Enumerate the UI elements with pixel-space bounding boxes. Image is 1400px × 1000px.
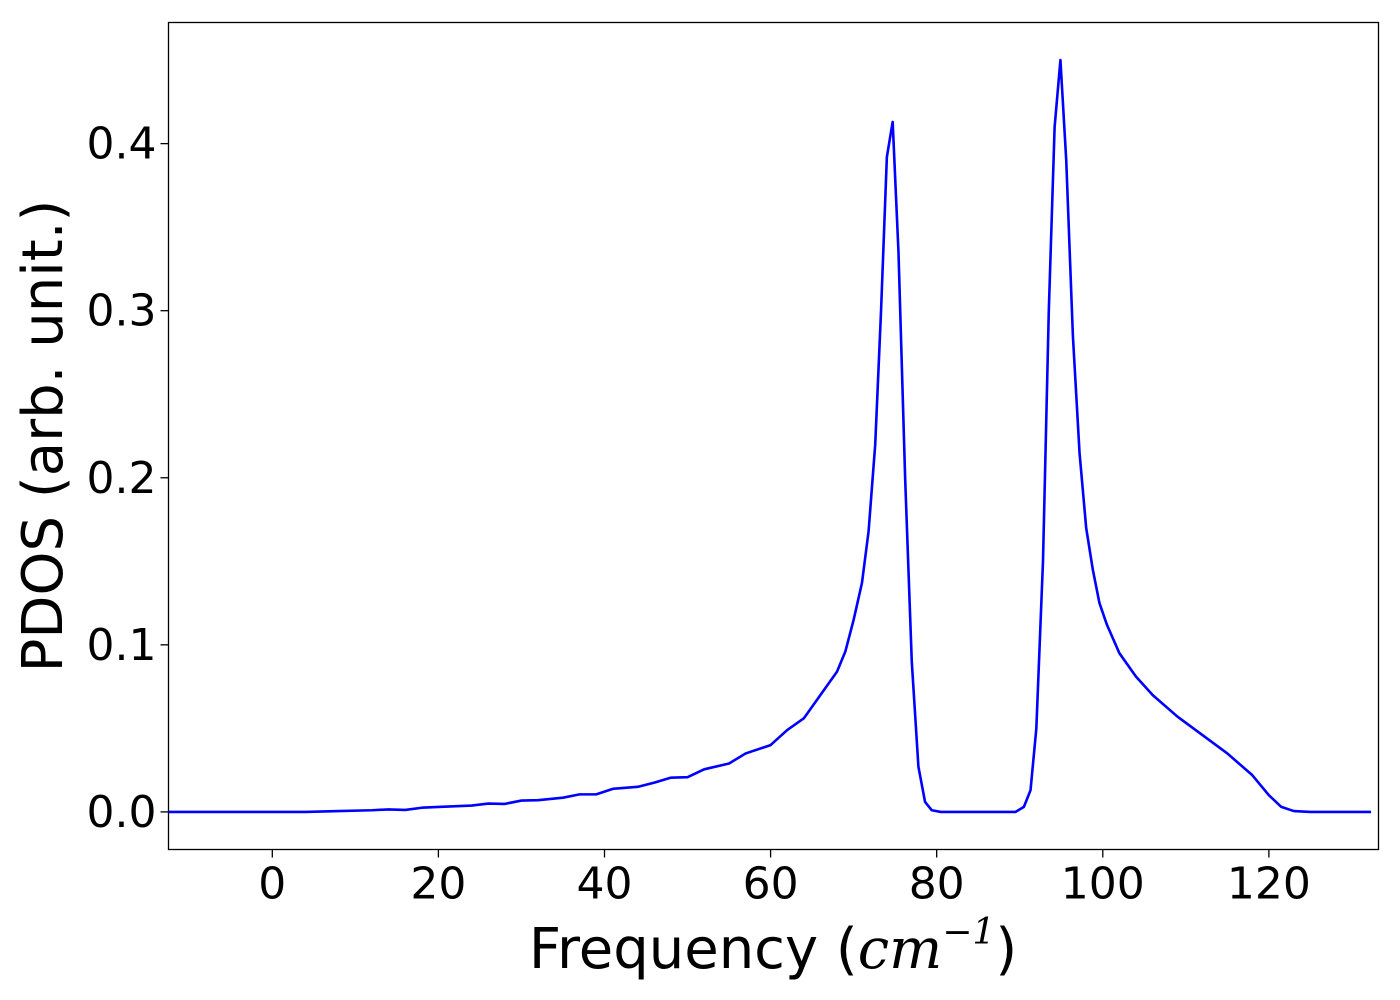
x-axis-label: Frequency (cm−1) <box>529 912 1017 982</box>
series-line-0 <box>168 58 1372 814</box>
y-tick-label: 0.1 <box>87 620 157 671</box>
y-axis-label: PDOS (arb. unit.) <box>11 200 76 673</box>
y-tick-label: 0.3 <box>87 286 157 337</box>
y-axis: 0.0 0.1 0.2 0.3 0.4 <box>87 119 169 838</box>
x-tick-label: 0 <box>258 859 286 910</box>
x-tick-label: 20 <box>410 859 466 910</box>
x-axis-label-close: ) <box>995 917 1017 982</box>
x-axis-label-text: Frequency <box>529 917 818 982</box>
x-tick-label: 120 <box>1227 859 1311 910</box>
x-tick-label: 60 <box>743 859 799 910</box>
x-axis: 0 20 40 60 80 100 120 <box>258 849 1311 910</box>
x-axis-unit-exp: −1 <box>942 912 995 953</box>
x-tick-label: 80 <box>909 859 965 910</box>
x-tick-label: 40 <box>576 859 632 910</box>
y-tick-label: 0.2 <box>87 453 157 504</box>
y-tick-label: 0.0 <box>87 787 157 838</box>
y-tick-label: 0.4 <box>87 119 157 170</box>
x-axis-unit-base: cm <box>858 917 942 982</box>
plot-area <box>168 58 1372 814</box>
plot-frame <box>167 21 1380 851</box>
x-tick-label: 100 <box>1061 859 1145 910</box>
